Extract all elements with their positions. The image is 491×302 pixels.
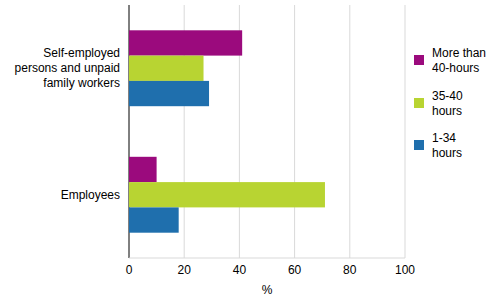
axis-line (129, 258, 405, 259)
legend-swatch (414, 140, 424, 150)
category-label: Self-employedpersons and unpaidfamily wo… (15, 46, 120, 90)
bar (129, 81, 209, 106)
legend-swatch (414, 55, 424, 65)
legend-label: More than40-hours (432, 46, 486, 75)
chart: 0 20 40 60 80 100% Self-employedpersons and un… (0, 0, 491, 302)
legend-label: 35-40hours (432, 89, 463, 118)
bars (129, 30, 325, 232)
legend-swatch (414, 98, 424, 108)
category-label: Employees (61, 188, 120, 202)
tick-label: 20 (178, 263, 192, 277)
bar (129, 30, 242, 55)
bar (129, 157, 157, 182)
bar (129, 56, 204, 81)
tick-label: 80 (343, 263, 357, 277)
tick-label: 0 (126, 263, 133, 277)
grid-line (294, 5, 295, 258)
grid-line (349, 5, 350, 258)
tick-label: 60 (288, 263, 302, 277)
bar (129, 182, 325, 207)
legend-label: 1-34hours (432, 131, 462, 160)
axis-label: % (262, 283, 273, 297)
grid-line (405, 5, 406, 258)
bar (129, 207, 179, 232)
tick-label: 40 (233, 263, 247, 277)
tick-label: 100 (395, 263, 415, 277)
